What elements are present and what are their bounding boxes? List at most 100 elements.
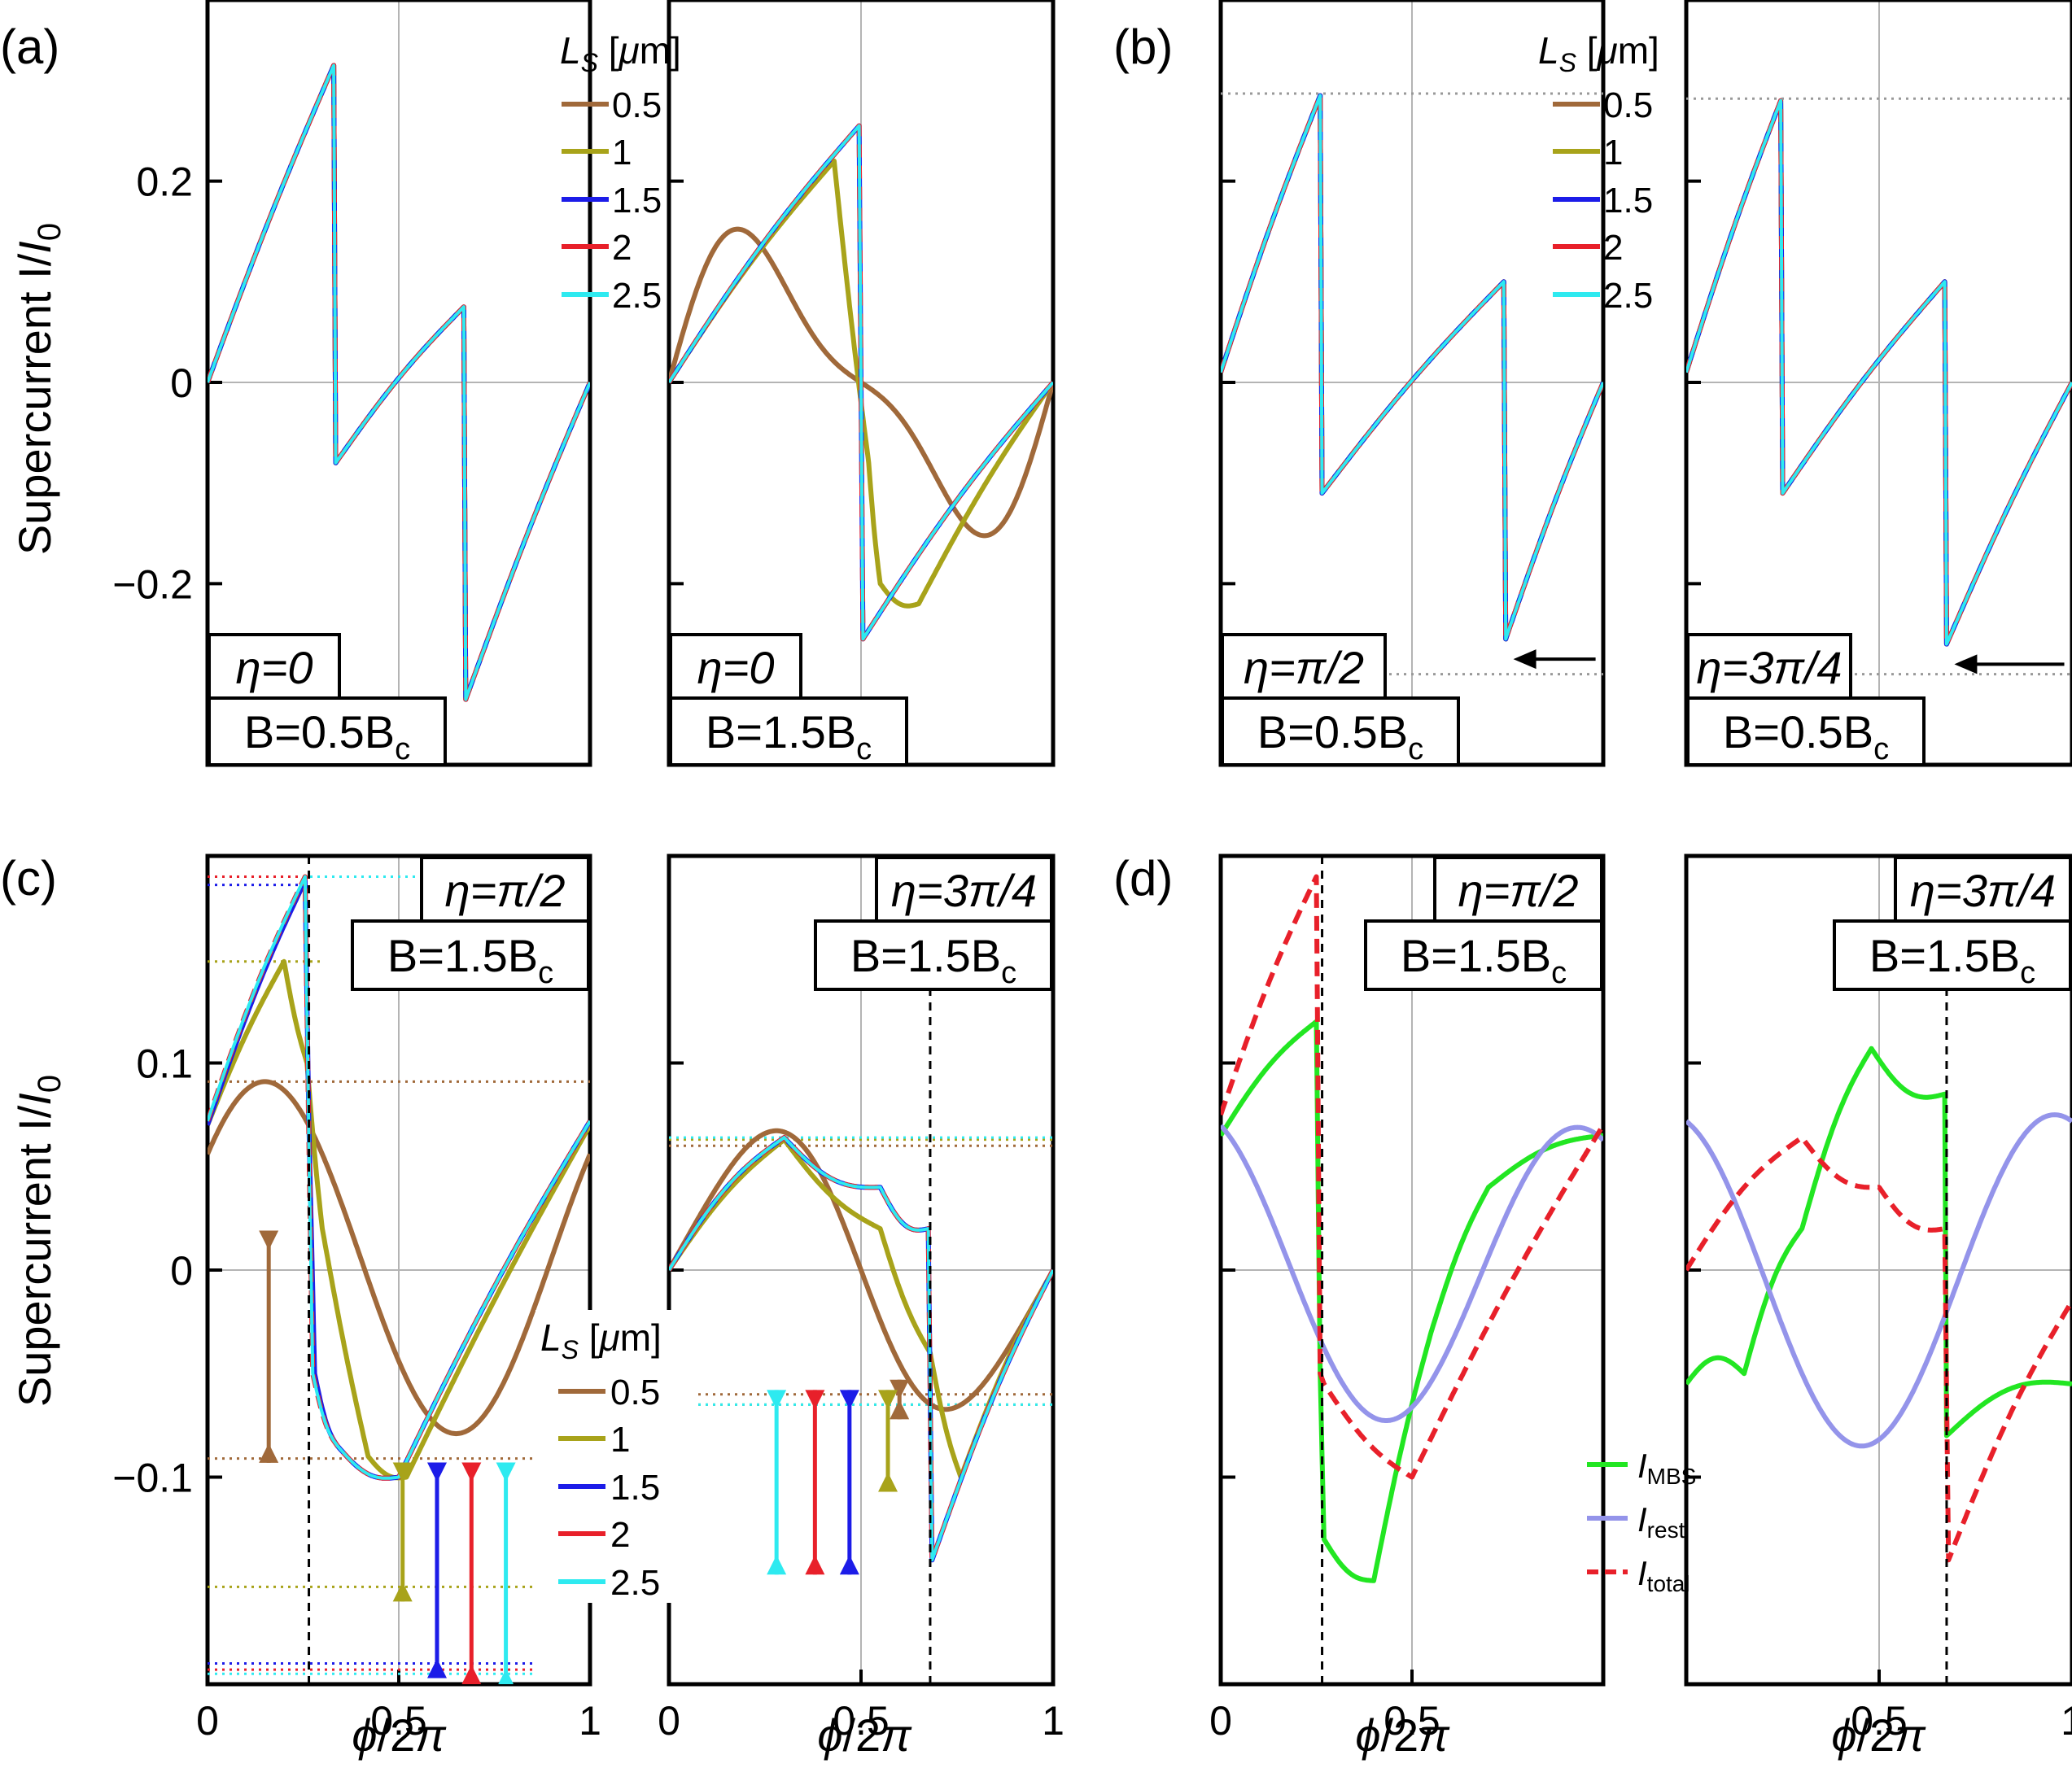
legend-d: IMBS Irest Itotal — [1587, 1447, 1696, 1596]
curve-ls-0.5 — [669, 1128, 1053, 1412]
label-text: B=0.5Bc — [1257, 706, 1423, 766]
x-tick-label: 0 — [1209, 1698, 1232, 1744]
field-label: B=1.5Bc — [814, 919, 1053, 991]
difference-arrow-2 — [461, 1462, 482, 1684]
arrow-head — [767, 1390, 787, 1410]
arrow-head — [461, 1462, 482, 1482]
x-tick-label: 1 — [2061, 1698, 2072, 1744]
label-text: η=3π/4 — [1910, 865, 2056, 916]
difference-arrow-2 — [805, 1390, 825, 1575]
label-sub: c — [1551, 956, 1567, 990]
x-tick-label: 0.5 — [1851, 1698, 1908, 1744]
label-main: B=1.5B — [1869, 930, 2020, 981]
label-box — [1686, 696, 1926, 766]
label-box — [814, 919, 1053, 991]
label-text: B=1.5Bc — [1401, 930, 1567, 990]
arrow-head — [805, 1390, 825, 1410]
label-sub: c — [1408, 732, 1423, 766]
arrow-annotation — [1513, 649, 1596, 670]
x-tick-label: 0 — [658, 1698, 680, 1744]
curve-ls-2.5 — [669, 1136, 1053, 1562]
curve-total — [1686, 1135, 2072, 1563]
legend-label: 2 — [610, 1515, 630, 1555]
field-label: B=1.5Bc — [1364, 919, 1603, 991]
plot-area — [1686, 856, 2072, 1684]
label-box — [420, 856, 590, 924]
field-label: B=0.5Bc — [208, 696, 447, 766]
arrow-annotation — [1954, 654, 2065, 674]
panel-a-left: 0.2 0 −0.2 η=0 B=0.5Bc — [112, 0, 592, 767]
eta-label: η=0 — [208, 633, 341, 701]
arrow-head — [498, 1669, 514, 1684]
label-sub: c — [1001, 956, 1016, 990]
field-label: B=1.5Bc — [669, 696, 908, 766]
label-text: B=1.5Bc — [706, 706, 872, 766]
label-text: η=3π/4 — [1696, 642, 1842, 693]
plot-area — [208, 856, 590, 1684]
label-sub: c — [395, 732, 410, 766]
arrow-head — [878, 1472, 898, 1492]
arrow-head — [890, 1379, 910, 1399]
plot-area — [1221, 856, 1603, 1684]
curve-mbs — [1686, 1046, 2072, 1438]
label-text: B=1.5Bc — [1869, 930, 2035, 990]
panel-letter-d: (d) — [1113, 851, 1173, 906]
difference-arrow-0.5 — [890, 1379, 910, 1420]
label-main: B=0.5B — [244, 706, 395, 757]
panel-b-right: η=3π/4 B=0.5Bc — [1684, 0, 2072, 767]
legend-label: 2 — [1603, 228, 1623, 268]
legend-label: 2.5 — [610, 1563, 660, 1603]
arrow-head — [805, 1555, 825, 1575]
eta-label: η=3π/4 — [1686, 633, 1852, 701]
x-tick-label: 0.5 — [833, 1698, 890, 1744]
label-sub: c — [856, 732, 872, 766]
legend-label: 1 — [610, 1420, 630, 1460]
label-main: B=0.5B — [1257, 706, 1408, 757]
difference-arrow-1.5 — [427, 1462, 447, 1679]
arrow-head — [1954, 654, 1978, 674]
arrow-head — [878, 1390, 898, 1410]
legend-label: 1 — [1603, 133, 1623, 172]
field-label: B=0.5Bc — [1221, 696, 1460, 766]
label-text: η=0 — [236, 642, 313, 693]
x-axis-label-c2: ϕ/2π — [817, 1709, 912, 1761]
legend-label: 2 — [612, 228, 632, 268]
legend-background — [535, 1310, 698, 1603]
y-tick-label: 0.2 — [136, 159, 193, 205]
arrow-head — [392, 1582, 413, 1602]
eta-label: η=π/2 — [420, 856, 590, 924]
plot-area — [1221, 92, 1603, 676]
arrow-head — [890, 1399, 910, 1420]
label-main: η=0 — [697, 642, 775, 693]
eta-label: η=π/2 — [1221, 633, 1387, 701]
legend-label: 2.5 — [612, 276, 662, 316]
difference-arrow-2.5 — [767, 1390, 787, 1575]
label-text: η=π/2 — [444, 865, 565, 916]
plot-area — [208, 63, 590, 702]
label-text: B=1.5Bc — [850, 930, 1016, 990]
panel-c-right: 0 0.5 1 η=3π/4 B=1.5Bc — [658, 853, 1064, 1744]
y-tick-label: 0.1 — [136, 1041, 193, 1087]
plot-area — [1686, 97, 2072, 676]
eta-label: η=π/2 — [1433, 856, 1603, 924]
label-sub: c — [1873, 732, 1889, 766]
label-box — [1433, 856, 1603, 924]
label-box — [1686, 633, 1852, 701]
difference-arrow-2.5 — [496, 1462, 516, 1684]
label-box — [1833, 919, 2072, 991]
difference-arrow-1 — [878, 1390, 898, 1492]
curve-rest — [1686, 1112, 2072, 1449]
label-main: η=π/2 — [1244, 642, 1364, 693]
label-box — [208, 696, 447, 766]
curve-ls-2.5 — [1221, 94, 1603, 641]
label-main: B=1.5B — [1401, 930, 1551, 981]
label-text: B=1.5Bc — [387, 930, 553, 990]
x-tick-label: 0.5 — [370, 1698, 427, 1744]
legend-title: LS [μm] — [540, 1316, 662, 1364]
arrow-head — [427, 1462, 447, 1482]
label-main: η=π/2 — [444, 865, 565, 916]
label-main: B=1.5B — [706, 706, 856, 757]
x-tick-label: 1 — [579, 1698, 601, 1744]
x-tick-label: 1 — [1042, 1698, 1064, 1744]
